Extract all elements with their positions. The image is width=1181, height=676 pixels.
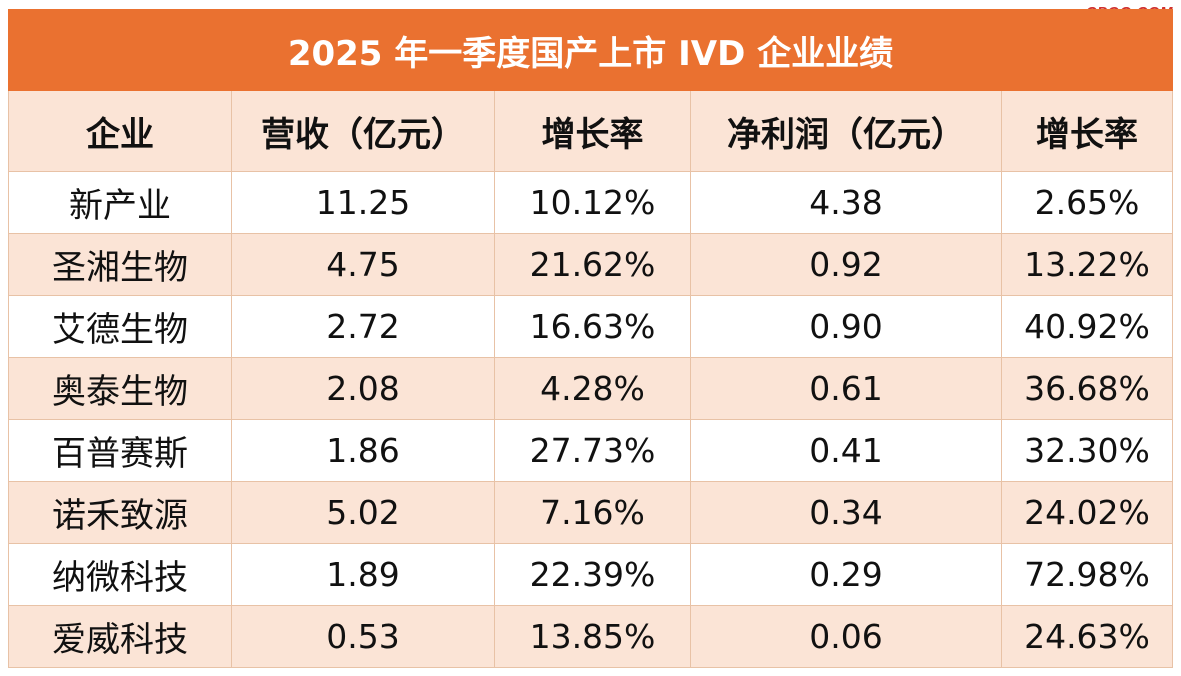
value-cell: 13.85% — [494, 605, 691, 668]
value-cell: 0.06 — [690, 605, 1002, 668]
value-cell: 13.22% — [1001, 233, 1173, 296]
value-cell: 0.90 — [690, 295, 1002, 358]
table-row: 奥泰生物 2.08 4.28% 0.61 36.68% — [8, 357, 1173, 420]
value-cell: 0.29 — [690, 543, 1002, 606]
value-cell: 2.65% — [1001, 171, 1173, 234]
table-row: 爱威科技 0.53 13.85% 0.06 24.63% — [8, 605, 1173, 668]
value-cell: 21.62% — [494, 233, 691, 296]
value-cell: 11.25 — [231, 171, 495, 234]
table-row: 新产业 11.25 10.12% 4.38 2.65% — [8, 171, 1173, 234]
company-cell: 奥泰生物 — [8, 357, 232, 420]
value-cell: 22.39% — [494, 543, 691, 606]
company-cell: 圣湘生物 — [8, 233, 232, 296]
value-cell: 32.30% — [1001, 419, 1173, 482]
company-cell: 爱威科技 — [8, 605, 232, 668]
value-cell: 24.02% — [1001, 481, 1173, 544]
value-cell: 0.53 — [231, 605, 495, 668]
value-cell: 4.28% — [494, 357, 691, 420]
value-cell: 16.63% — [494, 295, 691, 358]
table-title-row: 2025 年一季度国产上市 IVD 企业业绩 — [8, 9, 1173, 91]
company-cell: 艾德生物 — [8, 295, 232, 358]
value-cell: 2.08 — [231, 357, 495, 420]
value-cell: 36.68% — [1001, 357, 1173, 420]
table-row: 艾德生物 2.72 16.63% 0.90 40.92% — [8, 295, 1173, 358]
company-cell: 纳微科技 — [8, 543, 232, 606]
table-row: 纳微科技 1.89 22.39% 0.29 72.98% — [8, 543, 1173, 606]
table-header-row: 企业 营收（亿元） 增长率 净利润（亿元） 增长率 — [8, 90, 1173, 172]
company-cell: 新产业 — [8, 171, 232, 234]
value-cell: 24.63% — [1001, 605, 1173, 668]
column-header: 净利润（亿元） — [690, 90, 1002, 172]
value-cell: 4.38 — [690, 171, 1002, 234]
value-cell: 0.41 — [690, 419, 1002, 482]
value-cell: 4.75 — [231, 233, 495, 296]
value-cell: 0.34 — [690, 481, 1002, 544]
table-title: 2025 年一季度国产上市 IVD 企业业绩 — [8, 9, 1173, 91]
value-cell: 1.89 — [231, 543, 495, 606]
performance-table: 2025 年一季度国产上市 IVD 企业业绩 企业 营收（亿元） 增长率 净利润（亿元… — [8, 9, 1173, 668]
value-cell: 72.98% — [1001, 543, 1173, 606]
table-row: 百普赛斯 1.86 27.73% 0.41 32.30% — [8, 419, 1173, 482]
value-cell: 0.61 — [690, 357, 1002, 420]
table-row: 圣湘生物 4.75 21.62% 0.92 13.22% — [8, 233, 1173, 296]
value-cell: 0.92 — [690, 233, 1002, 296]
value-cell: 7.16% — [494, 481, 691, 544]
value-cell: 1.86 — [231, 419, 495, 482]
company-cell: 百普赛斯 — [8, 419, 232, 482]
value-cell: 5.02 — [231, 481, 495, 544]
table-row: 诺禾致源 5.02 7.16% 0.34 24.02% — [8, 481, 1173, 544]
value-cell: 27.73% — [494, 419, 691, 482]
value-cell: 2.72 — [231, 295, 495, 358]
column-header: 企业 — [8, 90, 232, 172]
column-header: 增长率 — [494, 90, 691, 172]
column-header: 营收（亿元） — [231, 90, 495, 172]
column-header: 增长率 — [1001, 90, 1173, 172]
company-cell: 诺禾致源 — [8, 481, 232, 544]
value-cell: 40.92% — [1001, 295, 1173, 358]
value-cell: 10.12% — [494, 171, 691, 234]
